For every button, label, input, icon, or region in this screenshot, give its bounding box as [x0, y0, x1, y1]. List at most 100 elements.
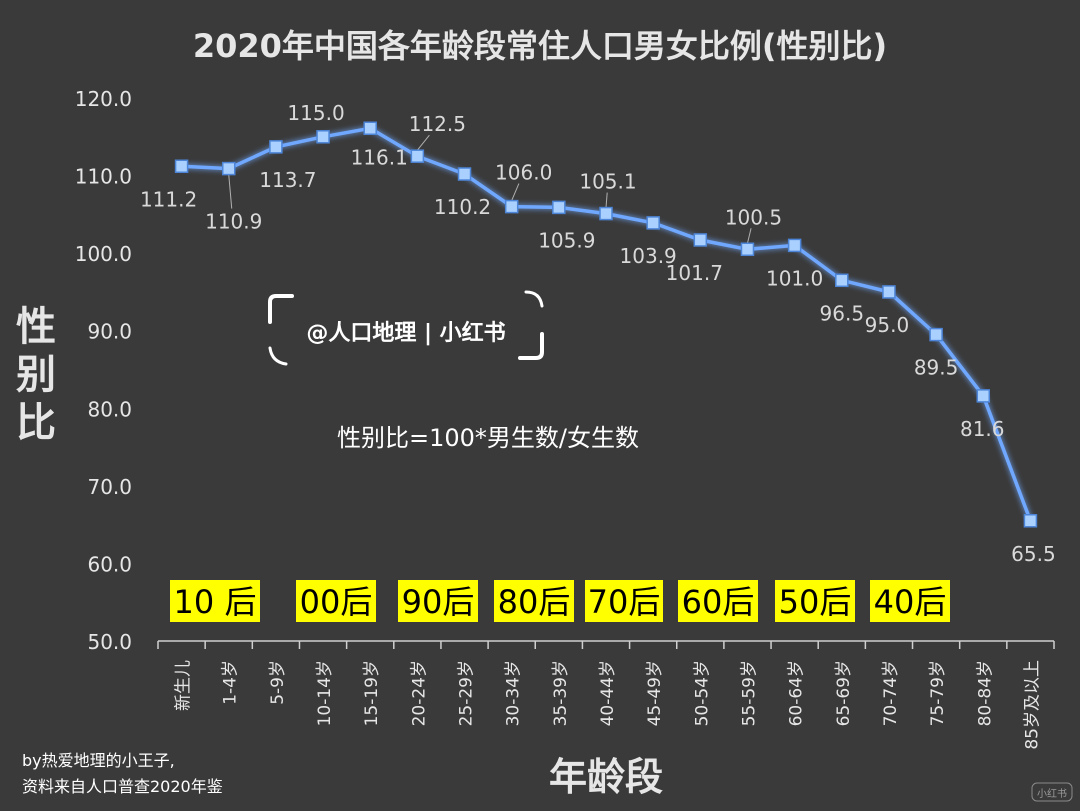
- label-leader-line: [746, 228, 752, 244]
- data-point: [174, 159, 189, 174]
- x-tick-label: 50-54岁: [692, 660, 712, 726]
- x-tick-label: 85岁及以上: [1022, 660, 1042, 750]
- data-points: [174, 121, 1038, 528]
- y-tick-label: 70.0: [87, 475, 132, 499]
- generation-box: [870, 580, 950, 622]
- x-tick-label: 5-9岁: [268, 660, 288, 705]
- watermark-bracket-tl: [268, 294, 294, 324]
- x-tick-label: 65-69岁: [834, 660, 854, 726]
- y-tick-label: 120.0: [75, 87, 132, 111]
- y-axis-title-char: 性: [16, 304, 56, 350]
- x-tick-label: 30-34岁: [504, 660, 524, 726]
- data-point: [1023, 514, 1038, 528]
- data-label: 105.1: [579, 170, 636, 194]
- data-point: [457, 167, 472, 181]
- watermark-corner-tr: [524, 290, 544, 308]
- data-label: 81.6: [960, 417, 1005, 441]
- y-axis-title-char: 比: [16, 400, 56, 446]
- label-leader-line: [605, 192, 608, 208]
- data-label: 113.7: [259, 168, 316, 192]
- data-point: [316, 130, 330, 144]
- watermark: @人口地理 | 小红书: [268, 290, 544, 366]
- data-point: [740, 242, 755, 257]
- data-label: 115.0: [287, 101, 344, 125]
- data-point: [693, 233, 708, 247]
- formula-annotation: 性别比=100*男生数/女生数: [337, 424, 639, 452]
- y-tick-label: 80.0: [87, 397, 132, 421]
- data-label: 110.9: [205, 210, 262, 234]
- data-point: [504, 199, 519, 214]
- generation-labels: 10 后 00后 90后 80后 70后 60后 50后 40后: [170, 580, 950, 622]
- data-label: 101.0: [766, 266, 823, 290]
- generation-box: [678, 580, 758, 622]
- label-leader-line: [511, 183, 520, 201]
- generation-box: [398, 580, 478, 622]
- data-point: [882, 285, 896, 299]
- label-leader-line: [228, 174, 233, 209]
- x-tick-label: 45-49岁: [645, 660, 665, 726]
- generation-label: 50后: [779, 583, 852, 621]
- data-point: [221, 161, 236, 176]
- y-tick-label: 110.0: [75, 165, 132, 189]
- data-label: 95.0: [865, 313, 910, 337]
- y-axis-title: 性别比: [16, 304, 56, 446]
- x-tick-label: 80-84岁: [975, 660, 995, 726]
- y-axis: 50.0 60.0 70.0 80.0 90.0 100.0 110.0 120.0: [75, 87, 132, 654]
- x-tick-label: 15-19岁: [362, 660, 382, 726]
- x-axis: 新生儿 1-4岁 5-9岁 10-14岁 15-19岁 20-24岁 25-29岁 30-34…: [157, 640, 1055, 750]
- y-axis-title-char: 别: [16, 352, 56, 398]
- generation-label: 90后: [402, 583, 475, 621]
- y-tick-label: 60.0: [87, 552, 132, 576]
- data-point: [599, 206, 613, 221]
- data-point: [552, 200, 566, 215]
- data-point: [646, 216, 660, 230]
- data-label: 110.2: [434, 195, 491, 219]
- x-axis-title: 年龄段: [549, 755, 663, 799]
- x-tick-label: 55-59岁: [739, 660, 759, 726]
- generation-label: 70后: [588, 583, 661, 621]
- data-label: 106.0: [495, 161, 552, 185]
- data-label: 89.5: [914, 356, 959, 380]
- generation-label: 40后: [874, 583, 947, 621]
- x-tick-label: 25-29岁: [457, 660, 477, 726]
- generation-box: [296, 580, 376, 622]
- data-point: [976, 389, 991, 403]
- corner-mark: 小红书: [1031, 782, 1073, 802]
- data-label: 100.5: [725, 205, 782, 229]
- data-point: [410, 149, 425, 163]
- x-tick-label: 20-24岁: [409, 660, 429, 726]
- chart-title: 2020年中国各年龄段常住人口男女比例(性别比): [193, 27, 887, 65]
- data-point: [269, 140, 283, 154]
- credit-line-2: 资料来自人口普查2020年鉴: [22, 777, 223, 796]
- x-tick-label: 新生儿: [174, 660, 194, 711]
- generation-label: 00后: [300, 583, 373, 621]
- corner-mark-text: 小红书: [1037, 787, 1067, 800]
- label-leader-line: [416, 134, 430, 151]
- data-point: [363, 121, 377, 136]
- generation-box: [775, 580, 855, 622]
- generation-box: [494, 580, 574, 622]
- x-tick-label: 40-44岁: [598, 660, 618, 726]
- data-label: 103.9: [620, 244, 677, 268]
- credit-line-1: by热爱地理的小王子,: [22, 751, 175, 770]
- generation-label: 80后: [498, 583, 571, 621]
- y-tick-label: 50.0: [87, 630, 132, 654]
- x-tick-label: 35-39岁: [551, 660, 571, 726]
- watermark-corner-bl: [268, 346, 288, 366]
- x-tick-label: 75-79岁: [928, 660, 948, 726]
- generation-label: 10 后: [174, 583, 257, 621]
- data-label: 65.5: [1011, 542, 1056, 566]
- data-label: 111.2: [140, 187, 197, 211]
- x-tick-label: 60-64岁: [787, 660, 807, 726]
- data-label: 112.5: [409, 112, 466, 136]
- data-label: 101.7: [666, 261, 723, 285]
- data-point: [787, 238, 802, 253]
- data-point: [929, 327, 943, 342]
- data-point: [835, 273, 849, 288]
- x-tick-label: 1-4岁: [221, 660, 241, 705]
- data-label: 96.5: [820, 301, 865, 325]
- x-tick-label: 70-74岁: [881, 660, 901, 726]
